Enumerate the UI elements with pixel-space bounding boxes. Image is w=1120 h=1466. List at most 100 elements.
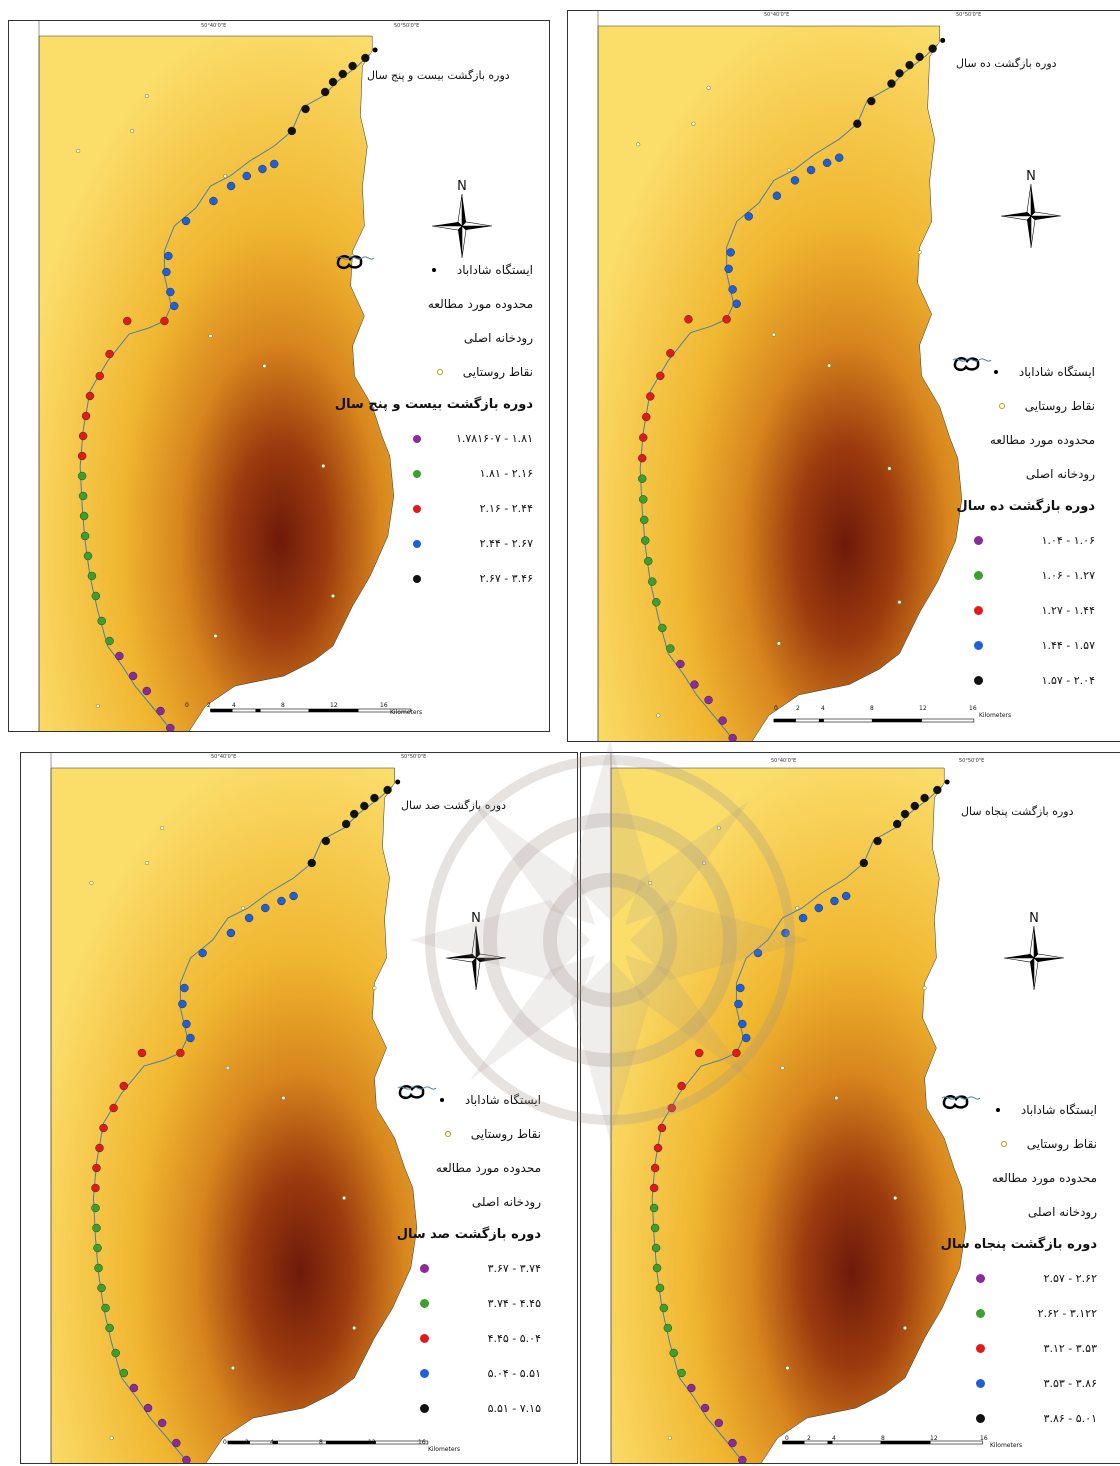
sample-point [209,196,218,206]
sample-point [722,315,731,324]
coord-label: 50°40'0"E [201,23,227,29]
legend-river-label: رودخانه اصلی [1025,467,1095,481]
sample-point [656,371,665,381]
sample-point [677,1081,686,1091]
sample-point [186,1033,195,1043]
sample-point [328,77,338,87]
sample-point [321,836,331,846]
sample-point [78,431,88,441]
sample-point [115,651,124,661]
village-point [780,1065,785,1071]
sample-point [652,1263,662,1273]
sample-point [182,1019,191,1029]
map-panel-50yr: 50°40'0"E 50°50'0"E دوره بازگشت پنجاه سا… [580,752,1120,1464]
sample-point [667,1103,676,1113]
legend-class-2: ۲.۶۲ - ۳.۱۲۲ [941,1296,1097,1331]
sample-point [164,251,173,261]
sample-point [644,556,653,566]
legend-class-4: ۲.۴۴ - ۲.۶۷ [335,526,533,561]
legend-river-label: رودخانه اصلی [463,331,533,345]
sample-point [77,471,87,481]
sample-point [95,1143,104,1153]
sample-point [657,1123,667,1133]
legend-villages-label: نقاط روستایی [462,365,533,379]
sample-point [91,591,101,601]
legend-class-1: ۱.۰۴ - ۱.۰۶ [952,523,1095,558]
sample-point [80,531,90,541]
village-point [76,148,81,154]
sample-point [742,1033,751,1043]
sample-point [666,349,675,358]
sample-point [887,79,896,88]
village-point [281,1095,286,1101]
village-point [330,593,336,599]
village-point [834,1095,839,1101]
sample-point [160,316,169,326]
sample-point [814,903,823,913]
north-arrow-icon: N [429,179,495,261]
sample-point [258,164,267,174]
sample-point [648,577,657,586]
sample-point [277,896,286,906]
sample-point [111,1348,120,1358]
sample-point [77,451,87,461]
legend-villages-label: نقاط روستایی [470,1127,541,1141]
village-point [902,1325,908,1331]
legend-class-2: ۱.۰۶ - ۱.۲۷ [952,558,1095,593]
village-point [785,1365,790,1371]
village-point [225,1065,230,1071]
village-point [352,1325,357,1331]
sample-point [129,1383,139,1393]
sample-point [95,371,104,381]
sample-point [91,1203,100,1213]
village-point [109,1435,114,1441]
legend-class-3: ۴.۴۵ - ۵.۰۴ [397,1321,541,1356]
village-point [208,333,213,339]
sample-point [348,61,357,71]
sample-point [892,819,902,829]
sample-point [182,1455,191,1463]
village-point [342,1195,347,1201]
sample-point [690,680,699,689]
sample-point [156,706,165,716]
legend-study-area-label: محدوده مورد مطالعه [989,433,1095,447]
village-point [636,142,641,147]
sample-point [105,349,114,359]
sample-point [119,1368,128,1378]
legend-class-3: ۲.۱۶ - ۲.۴۴ [335,491,533,526]
village-point [130,128,135,134]
sample-point [178,999,187,1009]
sample-point [180,983,189,993]
sample-point [781,928,790,938]
sample-point [289,891,298,901]
sample-point [101,1303,110,1313]
sample-point [728,1438,737,1448]
sample-point [157,1418,167,1428]
study-area-terrain [50,767,418,1463]
legend-class-5: ۲.۶۷ - ۳.۴۶ [335,561,533,596]
map-canvas [38,21,411,731]
legend-station-label: ایستگاه شاداباد [456,263,533,277]
legend-river-label: رودخانه اصلی [1027,1205,1097,1219]
coord-label: 50°40'0"E [764,12,790,18]
legend-class-1: ۳.۶۷ - ۳.۷۴ [397,1251,541,1286]
legend-class-3: ۳.۱۲ - ۳.۵۳ [941,1331,1097,1366]
sample-point [92,1223,101,1233]
sample-point [638,474,647,483]
sample-point [873,836,882,846]
sample-point [718,716,727,725]
map-title: دوره بازگشت بیست و پنج سال [367,69,510,82]
sample-point [651,1243,661,1253]
legend-class-1: ۱.۷۸۱۶۰۷ - ۱.۸۱ [335,421,533,456]
village-point [372,985,377,991]
coord-label: 50°50'0"E [959,758,985,764]
village-point [240,905,246,911]
sample-point [287,126,297,136]
sample-point [724,264,733,274]
village-point [160,825,165,831]
sample-point [143,1403,153,1413]
legend: ایستگاه شاداباد نقاط روستایی محدوده مورد… [397,1083,541,1426]
map-canvas [50,753,429,1463]
sample-point [655,1283,665,1293]
village-point [771,332,776,337]
